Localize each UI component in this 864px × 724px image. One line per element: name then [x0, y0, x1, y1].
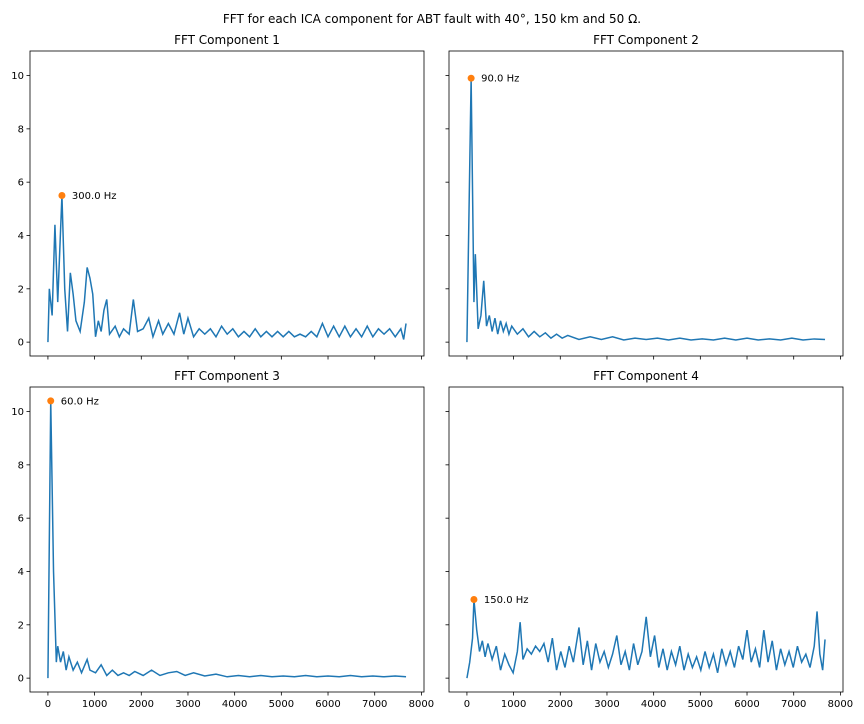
y-tick-label: 0 — [18, 338, 24, 349]
x-tick-label: 4000 — [641, 699, 666, 710]
peak-label: 300.0 Hz — [72, 191, 117, 202]
y-tick-label: 4 — [18, 231, 24, 242]
peak-marker — [467, 74, 475, 82]
x-tick-label: 5000 — [688, 699, 713, 710]
y-tick-label: 6 — [18, 514, 24, 525]
x-tick-label: 6000 — [734, 699, 759, 710]
fft-line — [466, 599, 826, 679]
y-tick-label: 6 — [18, 178, 24, 189]
x-tick-label: 6000 — [315, 699, 340, 710]
x-tick-label: 1000 — [501, 699, 526, 710]
x-tick-label: 2000 — [129, 699, 154, 710]
x-tick-label: 0 — [45, 699, 51, 710]
y-tick-label: 2 — [18, 620, 24, 631]
y-tick-label: 8 — [18, 124, 24, 135]
peak-label: 60.0 Hz — [61, 396, 99, 407]
fft-line — [466, 78, 826, 343]
x-tick-label: 1000 — [82, 699, 107, 710]
axes-frame — [29, 386, 425, 693]
x-tick-label: 7000 — [781, 699, 806, 710]
fft-line — [47, 195, 407, 343]
subplot-title: FFT Component 1 — [174, 33, 280, 47]
figure-title: FFT for each ICA component for ABT fault… — [223, 12, 641, 26]
fft-line — [47, 400, 407, 679]
y-tick-label: 10 — [11, 71, 24, 82]
x-tick-label: 8000 — [828, 699, 853, 710]
y-tick-label: 8 — [18, 460, 24, 471]
axes-frame — [448, 386, 844, 693]
peak-marker — [58, 192, 66, 200]
axes-frame — [29, 50, 425, 357]
subplot-title: FFT Component 3 — [174, 369, 280, 383]
y-tick-label: 0 — [18, 674, 24, 685]
x-tick-label: 3000 — [175, 699, 200, 710]
y-tick-label: 4 — [18, 567, 24, 578]
x-tick-label: 7000 — [362, 699, 387, 710]
peak-marker — [470, 595, 478, 603]
peak-marker — [47, 397, 55, 405]
x-tick-label: 8000 — [409, 699, 434, 710]
peak-label: 150.0 Hz — [484, 595, 529, 606]
x-tick-label: 3000 — [594, 699, 619, 710]
subplot-title: FFT Component 2 — [593, 33, 699, 47]
x-tick-label: 5000 — [269, 699, 294, 710]
x-tick-label: 4000 — [222, 699, 247, 710]
y-tick-label: 10 — [11, 407, 24, 418]
x-tick-label: 2000 — [548, 699, 573, 710]
axes-frame — [448, 50, 844, 357]
peak-label: 90.0 Hz — [481, 74, 519, 85]
y-tick-label: 2 — [18, 284, 24, 295]
subplot-title: FFT Component 4 — [593, 369, 699, 383]
x-tick-label: 0 — [464, 699, 470, 710]
